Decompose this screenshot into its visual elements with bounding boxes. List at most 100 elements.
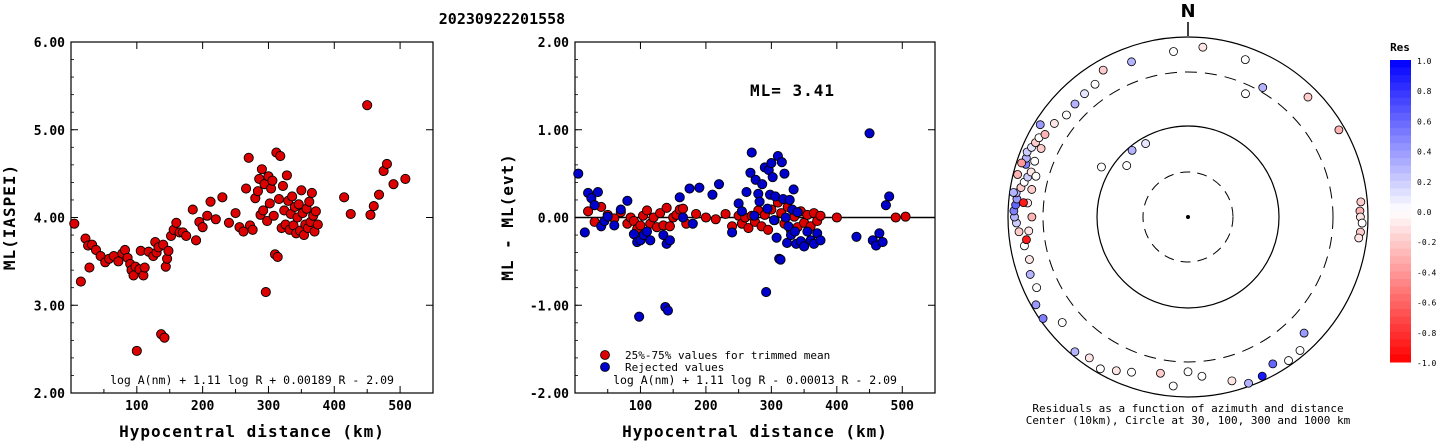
data-point — [75, 276, 86, 287]
data-point — [388, 179, 399, 190]
legend-label-trimmed: 25%-75% values for trimmed mean — [625, 349, 830, 362]
data-point — [745, 167, 756, 178]
station-marker — [1356, 197, 1366, 207]
legend-label-rejected: Rejected values — [625, 361, 724, 374]
data-point — [241, 183, 252, 194]
station-marker — [1030, 156, 1040, 166]
station-marker — [1127, 57, 1136, 67]
data-point — [874, 228, 885, 239]
data-point — [252, 186, 263, 197]
colorbar-cell — [1390, 324, 1411, 333]
colorbar-tick-label: 0.8 — [1417, 87, 1432, 96]
data-point — [365, 209, 376, 220]
data-point — [247, 224, 258, 235]
data-point — [223, 217, 235, 228]
data-point — [181, 230, 192, 241]
data-point — [277, 180, 288, 191]
data-point — [339, 192, 350, 203]
data-point — [260, 287, 271, 298]
data-point — [700, 212, 711, 223]
station-marker — [1299, 328, 1309, 338]
formula-1: log A(nm) + 1.11 log R + 0.00189 R - 2.0… — [110, 373, 394, 387]
data-point — [761, 287, 772, 298]
data-point — [775, 254, 786, 265]
north-label: N — [1180, 1, 1195, 22]
data-point — [851, 231, 862, 242]
data-point — [662, 305, 673, 316]
ml-annotation: ML= 3.41 — [750, 81, 835, 100]
data-point — [674, 192, 685, 203]
data-point — [243, 152, 254, 163]
station-marker — [1031, 300, 1041, 310]
data-point — [710, 214, 721, 225]
data-point — [272, 251, 283, 263]
colorbar-cell — [1390, 112, 1411, 121]
colorbar-tick-label: -0.6 — [1417, 299, 1436, 308]
data-point — [275, 151, 286, 162]
station-marker — [1057, 318, 1067, 327]
x-tick-label: 400 — [825, 399, 849, 414]
data-point — [720, 208, 731, 220]
colorbar-tick-label: -0.8 — [1417, 329, 1436, 338]
station-marker — [1198, 42, 1208, 52]
data-point — [187, 204, 198, 215]
y-tick-label: 3.00 — [34, 299, 65, 314]
data-point — [677, 212, 689, 223]
formula-2: log A(nm) + 1.11 log R - 0.00013 R - 2.0… — [613, 373, 897, 387]
data-point — [287, 191, 298, 202]
colorbar-cell — [1390, 82, 1411, 91]
station-marker — [1303, 92, 1313, 102]
data-point — [579, 227, 590, 238]
data-point — [304, 196, 315, 207]
station-marker — [1268, 359, 1278, 369]
x-axis-label-1: Hypocentral distance (km) — [119, 422, 385, 441]
data-point — [589, 200, 600, 211]
data-point — [205, 196, 216, 207]
legend-marker-rejected — [600, 362, 610, 372]
colorbar-cell — [1390, 233, 1411, 242]
data-point — [84, 262, 95, 273]
data-point — [609, 220, 620, 231]
data-point — [273, 194, 285, 205]
azimuth-residual-panel: N Residuals as a function of azimuth and… — [1007, 1, 1369, 427]
colorbar-cell — [1390, 105, 1411, 114]
data-point — [641, 226, 653, 237]
data-point — [310, 206, 321, 217]
station-marker — [1284, 356, 1293, 365]
data-point — [602, 211, 613, 222]
data-point — [768, 215, 780, 226]
colorbar-tick-label: 0.0 — [1417, 208, 1432, 217]
colorbar-cell — [1390, 301, 1411, 310]
data-point — [615, 204, 626, 215]
colorbar-cell — [1390, 346, 1411, 355]
data-point — [880, 200, 891, 211]
colorbar-cell — [1390, 188, 1411, 197]
data-point — [400, 173, 411, 184]
station-marker — [1024, 226, 1034, 236]
data-point — [789, 226, 800, 237]
data-point — [658, 229, 669, 241]
data-point — [890, 212, 901, 223]
station-marker — [1169, 47, 1178, 56]
data-point — [381, 158, 392, 170]
colorbar-tick-label: -0.2 — [1417, 238, 1436, 247]
colorbar-cell — [1390, 97, 1411, 106]
station-marker — [1244, 378, 1253, 388]
data-point — [306, 187, 317, 198]
station-marker — [1097, 162, 1106, 172]
data-point — [691, 208, 702, 220]
data-point — [634, 311, 645, 322]
station-marker — [1354, 233, 1364, 243]
colorbar-cell — [1390, 75, 1411, 84]
data-point — [757, 179, 768, 190]
caption-line-1: Residuals as a function of azimuth and d… — [1032, 402, 1343, 415]
colorbar-cell — [1390, 158, 1411, 167]
station-marker — [1098, 65, 1108, 75]
residual-colorbar: Res 1.0 0.8 0.6 0.4 0.2 0.0 -0.2 -0.4 -0.6 -0.8 -1… — [1390, 41, 1436, 368]
colorbar-tick-label: 0.4 — [1417, 148, 1432, 157]
ring-300km — [1042, 71, 1334, 363]
data-point — [159, 332, 170, 343]
data-point — [197, 222, 208, 233]
colorbar-cell — [1390, 90, 1411, 99]
colorbar-cell — [1390, 67, 1411, 76]
